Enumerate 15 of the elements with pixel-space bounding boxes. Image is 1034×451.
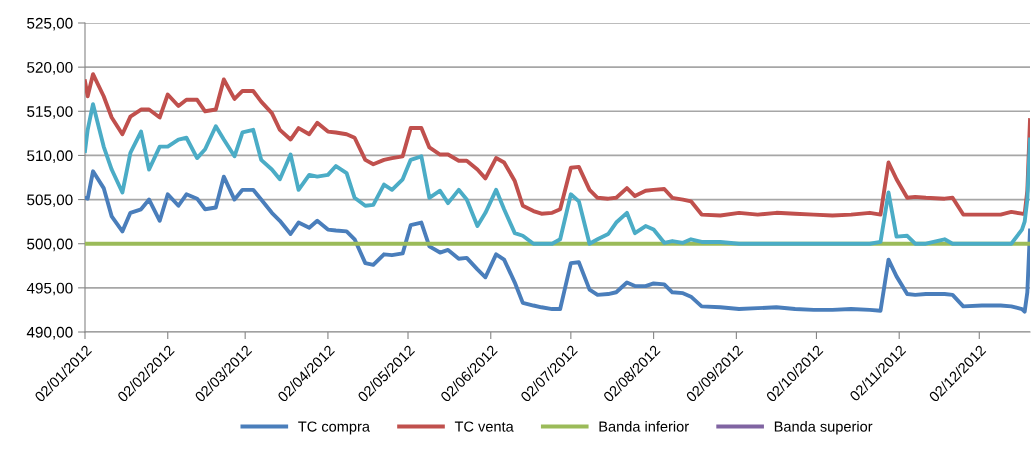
y-tick-label: 525,00 — [27, 17, 73, 31]
legend-label: TC venta — [454, 421, 514, 432]
line-series — [85, 169, 1030, 314]
y-tick-label: 490,00 — [26, 326, 73, 340]
y-tick-label: 505,00 — [27, 194, 73, 208]
legend-label: TC compra — [298, 421, 370, 435]
line-series — [85, 72, 1030, 218]
y-tick-label: 495,00 — [26, 282, 73, 296]
legend-label: Banda superior — [774, 421, 873, 435]
y-tick-label: 515,00 — [27, 106, 73, 119]
legend-label: Banda inferior — [599, 421, 689, 432]
y-tick-label: 510,00 — [27, 150, 73, 163]
y-tick-label: 520,00 — [27, 62, 73, 75]
y-tick-label: 500,00 — [27, 238, 73, 252]
line-series — [85, 102, 1030, 246]
